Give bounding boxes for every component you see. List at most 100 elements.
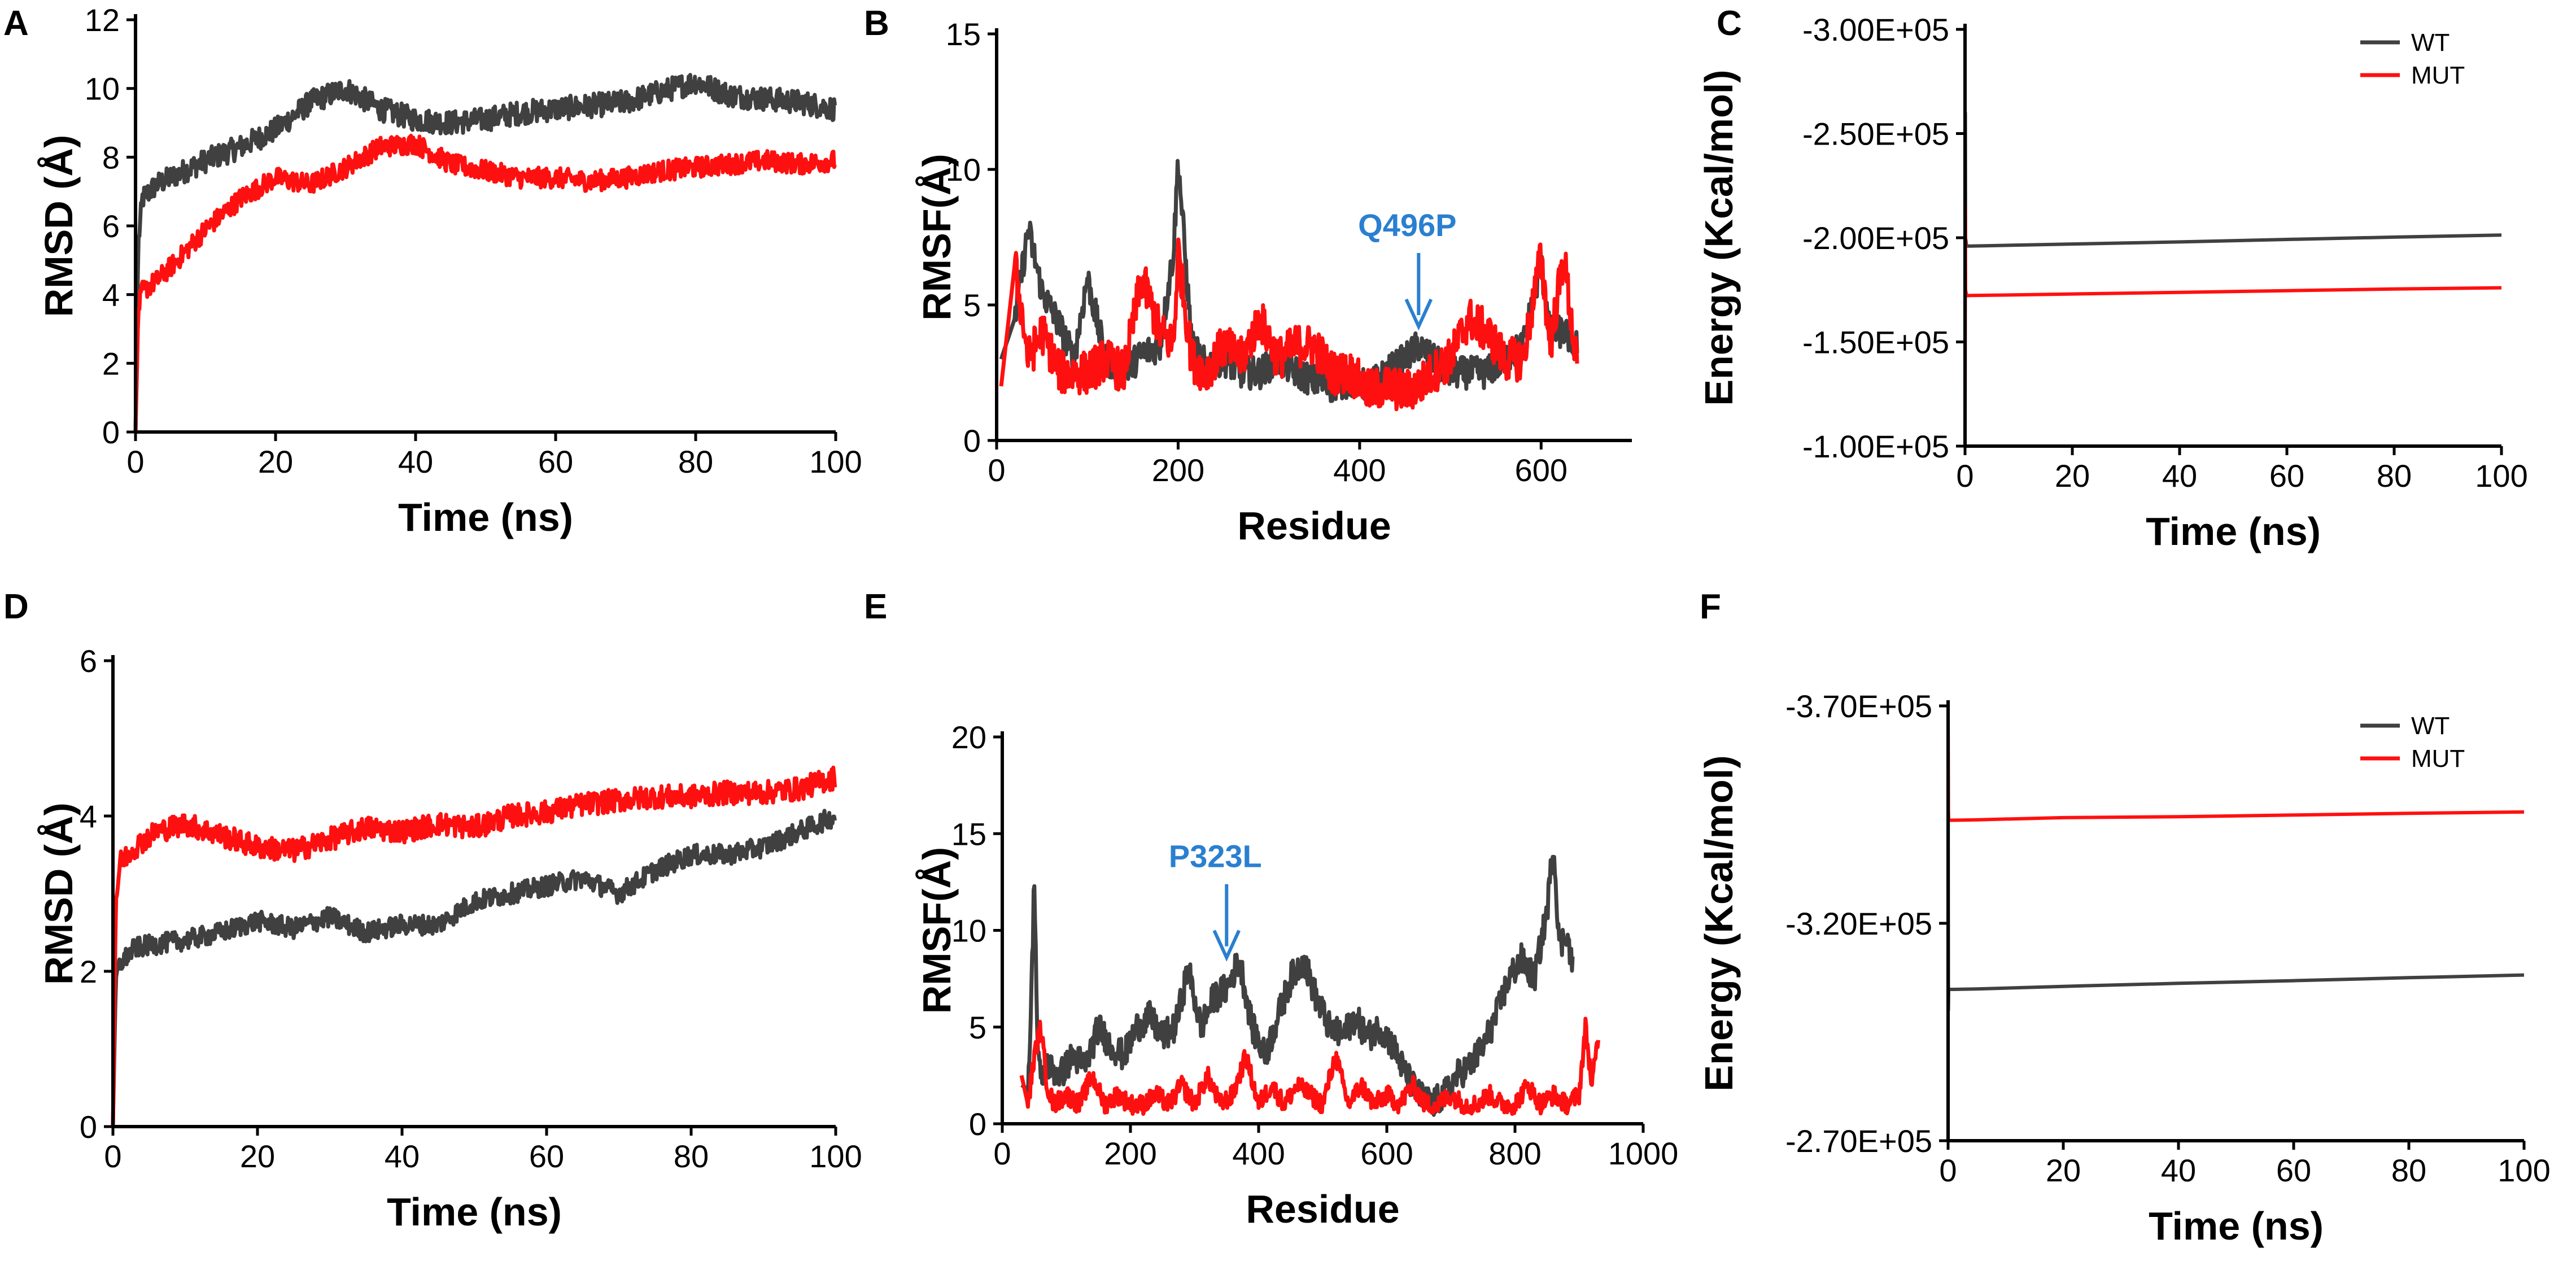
x-tick-label: 100 xyxy=(809,444,862,479)
x-axis-title: Time (ns) xyxy=(398,495,573,539)
y-tick-label: 20 xyxy=(951,719,986,755)
panel-letter: A xyxy=(3,4,29,43)
x-tick-label: 600 xyxy=(1360,1136,1413,1171)
x-tick-label: 0 xyxy=(993,1136,1011,1171)
series-line-wt xyxy=(133,73,837,433)
y-axis-title: RMSF(Å) xyxy=(915,847,959,1014)
y-tick-label: -1.00E+05 xyxy=(1802,429,1949,464)
y-tick-label: 0 xyxy=(969,1106,986,1142)
x-axis-title: Residue xyxy=(1246,1187,1399,1231)
x-axis-title: Time (ns) xyxy=(2149,1204,2324,1248)
y-axis-title: RMSD (Å) xyxy=(37,802,81,985)
x-tick-label: 0 xyxy=(1956,458,1974,494)
x-tick-label: 60 xyxy=(2269,458,2304,494)
y-tick-label: 6 xyxy=(102,208,120,244)
x-tick-label: 20 xyxy=(2055,458,2090,494)
x-tick-label: 800 xyxy=(1488,1136,1541,1171)
y-axis-title: Energy (Kcal/mol) xyxy=(1697,755,1741,1091)
panel-letter: E xyxy=(864,587,887,626)
x-tick-label: 200 xyxy=(1152,452,1204,488)
legend-label-wt: WT xyxy=(2411,712,2450,740)
y-tick-label: -2.70E+05 xyxy=(1785,1123,1932,1159)
x-tick-label: 60 xyxy=(2276,1153,2311,1188)
annotation-arrow-head xyxy=(1404,298,1433,331)
y-tick-label: -3.20E+05 xyxy=(1785,906,1932,941)
x-tick-label: 0 xyxy=(988,452,1005,488)
x-tick-label: 0 xyxy=(104,1138,121,1174)
panel-a: A 0 20 40 60 80 100 0 2 4 6 8 10 12 Time (ns) RMSD (Å) xyxy=(3,2,862,539)
x-tick-label: 40 xyxy=(398,444,433,479)
panel-f: F 0 20 40 60 80 100 -3.70E+05 -3.20E+05 -2.70E+05… xyxy=(1697,587,2551,1248)
series-line-mut xyxy=(1963,204,2502,447)
x-tick-label: 20 xyxy=(240,1138,275,1174)
x-tick-label: 0 xyxy=(1939,1153,1957,1188)
panel-letter: F xyxy=(1700,587,1721,626)
legend-label-mut: MUT xyxy=(2411,745,2465,773)
y-tick-label: -3.70E+05 xyxy=(1785,688,1932,724)
panel-letter: B xyxy=(864,4,889,43)
panel-d: D 0 20 40 60 80 100 0 2 4 6 Time (ns) RMSD (Å) xyxy=(3,587,862,1234)
x-tick-label: 40 xyxy=(2161,1153,2196,1188)
x-tick-label: 400 xyxy=(1333,452,1386,488)
series-line-mut xyxy=(111,765,837,1127)
y-tick-label: 4 xyxy=(102,277,120,313)
y-tick-label: 5 xyxy=(963,287,981,323)
x-axis-title: Residue xyxy=(1237,504,1391,548)
x-tick-label: 40 xyxy=(2162,458,2197,494)
y-tick-label: 2 xyxy=(80,954,97,989)
y-tick-label: 0 xyxy=(963,423,981,459)
x-tick-label: 400 xyxy=(1232,1136,1285,1171)
mutation-annotation: P323L xyxy=(1169,839,1262,874)
y-tick-label: -2.50E+05 xyxy=(1802,116,1949,152)
legend-label-wt: WT xyxy=(2411,29,2450,56)
y-tick-label: 0 xyxy=(102,414,120,450)
annotation-arrow-head xyxy=(1212,930,1241,962)
x-tick-label: 200 xyxy=(1104,1136,1156,1171)
x-tick-label: 100 xyxy=(2498,1153,2550,1188)
y-tick-label: 8 xyxy=(102,139,120,175)
x-tick-label: 80 xyxy=(678,444,713,479)
x-tick-label: 600 xyxy=(1515,452,1568,488)
y-tick-label: 15 xyxy=(951,816,986,852)
x-tick-label: 100 xyxy=(2475,458,2527,494)
series-line-mut xyxy=(133,133,837,433)
y-axis-title: Energy (Kcal/mol) xyxy=(1697,69,1741,405)
panel-c: C 0 20 40 60 80 100 -3.00E+05 -2.50E+05 -2.00E+05… xyxy=(1697,4,2528,553)
y-tick-label: 10 xyxy=(85,71,120,107)
y-tick-label: 10 xyxy=(951,913,986,949)
x-tick-label: 20 xyxy=(2046,1153,2081,1188)
series-line-mut xyxy=(999,237,1579,412)
x-tick-label: 1000 xyxy=(1608,1136,1679,1171)
y-tick-label: 6 xyxy=(80,643,97,679)
panel-b: B 0 200 400 600 0 5 10 15 Residue RMSF(Å) Q496P xyxy=(864,4,1632,548)
x-tick-label: 80 xyxy=(2391,1153,2426,1188)
x-tick-label: 100 xyxy=(809,1138,862,1174)
mutation-annotation: Q496P xyxy=(1358,207,1456,243)
x-tick-label: 60 xyxy=(538,444,573,479)
x-tick-label: 80 xyxy=(2377,458,2412,494)
panel-e: E 0 200 400 600 800 1000 0 5 10 15 20 Residue RMSF(Å)… xyxy=(864,587,1678,1231)
y-tick-label: -3.00E+05 xyxy=(1802,12,1949,47)
y-tick-label: 0 xyxy=(80,1109,97,1145)
y-tick-label: -1.50E+05 xyxy=(1802,325,1949,360)
series-line-mut xyxy=(1019,1016,1600,1116)
series-line-wt xyxy=(111,809,837,1127)
y-tick-label: 15 xyxy=(946,16,981,52)
y-tick-label: -2.00E+05 xyxy=(1802,220,1949,256)
y-tick-label: 5 xyxy=(969,1010,986,1045)
series-line-wt xyxy=(999,159,1579,403)
y-tick-label: 4 xyxy=(80,799,97,834)
y-tick-label: 12 xyxy=(85,2,120,38)
panel-letter: C xyxy=(1717,4,1742,43)
y-tick-label: 2 xyxy=(102,346,120,381)
x-tick-label: 60 xyxy=(529,1138,564,1174)
series-line-wt xyxy=(1963,111,2502,447)
x-axis-title: Time (ns) xyxy=(387,1190,562,1234)
y-axis-title: RMSD (Å) xyxy=(37,135,81,317)
x-axis-title: Time (ns) xyxy=(2146,509,2321,553)
x-tick-label: 20 xyxy=(258,444,293,479)
panel-letter: D xyxy=(3,587,29,626)
y-tick-label: 10 xyxy=(946,152,981,187)
x-tick-label: 0 xyxy=(126,444,144,479)
